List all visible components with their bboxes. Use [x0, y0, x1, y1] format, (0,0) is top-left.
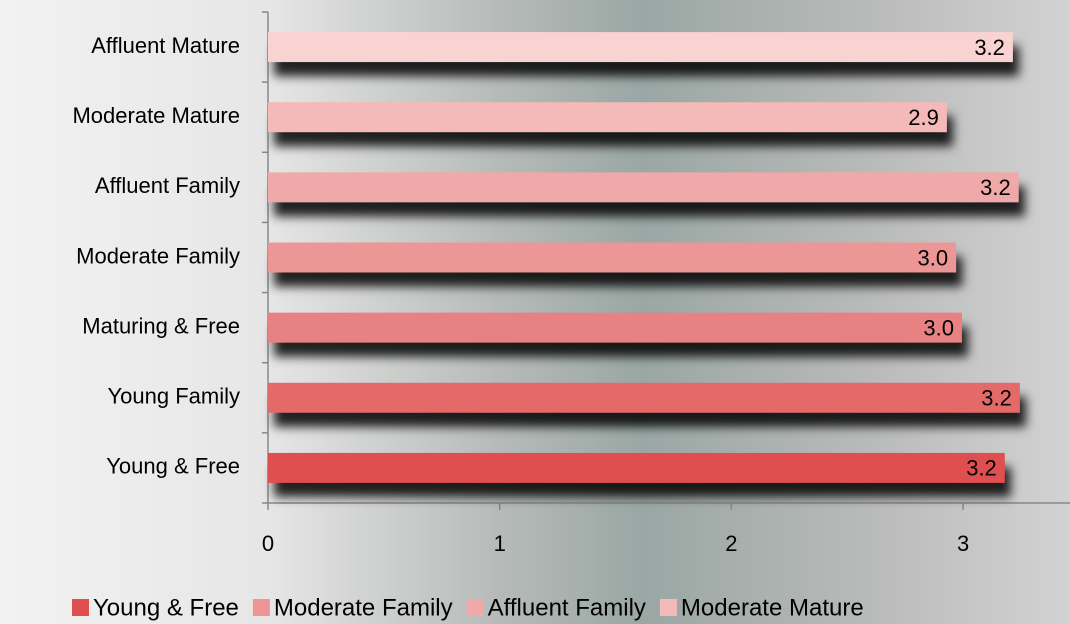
legend-swatch — [252, 599, 270, 616]
legend-swatch — [659, 599, 677, 616]
y-tick-label: Young & Free — [106, 454, 240, 479]
bar — [268, 382, 1020, 413]
legend-label: Affluent Family — [488, 594, 646, 621]
legend-swatch — [466, 599, 484, 616]
bar — [268, 452, 1005, 483]
y-tick-label: Maturing & Free — [82, 313, 240, 338]
value-label: 3.2 — [980, 175, 1011, 200]
legend-swatch — [72, 599, 89, 616]
y-tick-label: Young Family — [108, 384, 240, 409]
value-label: 3.0 — [923, 315, 954, 340]
value-label: 3.2 — [981, 386, 1012, 411]
value-label: 2.9 — [908, 105, 939, 130]
y-tick-label: Affluent Family — [95, 173, 240, 198]
bar — [268, 32, 1013, 63]
x-tick-label: 0 — [262, 531, 274, 556]
y-tick-label: Moderate Mature — [72, 103, 240, 128]
bar — [268, 312, 962, 343]
bar — [268, 172, 1019, 203]
bar — [268, 242, 957, 273]
value-label: 3.2 — [966, 456, 997, 481]
value-label: 3.2 — [974, 35, 1005, 60]
legend-label: Young & Free — [93, 594, 239, 621]
value-label: 3.0 — [918, 245, 949, 270]
y-tick-label: Affluent Mature — [91, 33, 240, 58]
legend-label: Moderate Family — [274, 594, 453, 621]
legend-label: Moderate Mature — [681, 594, 864, 621]
bar — [268, 102, 947, 133]
x-tick-label: 3 — [957, 531, 969, 556]
y-tick-label: Moderate Family — [76, 243, 240, 268]
x-tick-label: 1 — [494, 531, 506, 556]
x-tick-label: 2 — [725, 531, 737, 556]
